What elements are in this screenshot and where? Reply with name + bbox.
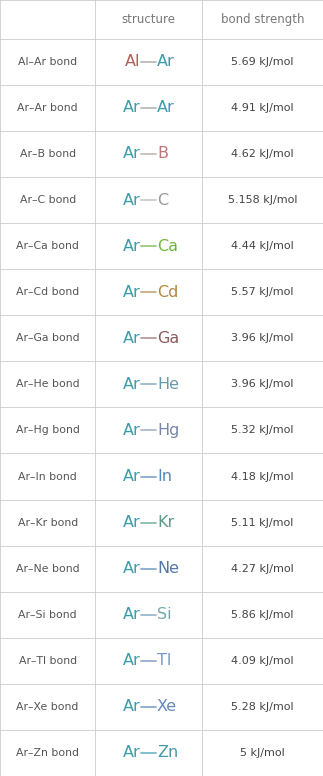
Text: Ar–Tl bond: Ar–Tl bond	[19, 656, 77, 666]
Text: 5.28 kJ/mol: 5.28 kJ/mol	[231, 702, 294, 712]
Text: Ar: Ar	[157, 100, 175, 116]
Text: Ar–C bond: Ar–C bond	[19, 195, 76, 205]
Text: Ar–Ga bond: Ar–Ga bond	[16, 333, 79, 343]
Text: 5.32 kJ/mol: 5.32 kJ/mol	[231, 425, 294, 435]
Text: Kr: Kr	[157, 515, 174, 530]
Text: Ar: Ar	[122, 469, 140, 484]
Text: Ar: Ar	[122, 608, 140, 622]
Text: Si: Si	[157, 608, 172, 622]
Text: Ar: Ar	[122, 192, 140, 207]
Text: 5.57 kJ/mol: 5.57 kJ/mol	[231, 287, 294, 297]
Text: 4.09 kJ/mol: 4.09 kJ/mol	[231, 656, 294, 666]
Text: 5.11 kJ/mol: 5.11 kJ/mol	[231, 518, 294, 528]
Text: Al–Ar bond: Al–Ar bond	[18, 57, 77, 67]
Text: C: C	[157, 192, 168, 207]
Text: 4.91 kJ/mol: 4.91 kJ/mol	[231, 103, 294, 113]
Text: 3.96 kJ/mol: 3.96 kJ/mol	[231, 333, 294, 343]
Text: Ar: Ar	[122, 331, 140, 346]
Text: Ar: Ar	[122, 653, 140, 668]
Text: Ar: Ar	[122, 285, 140, 300]
Text: He: He	[157, 377, 179, 392]
Text: In: In	[157, 469, 172, 484]
Text: Al: Al	[125, 54, 140, 69]
Text: Ar: Ar	[122, 239, 140, 254]
Text: Ar: Ar	[122, 377, 140, 392]
Text: 5.69 kJ/mol: 5.69 kJ/mol	[231, 57, 294, 67]
Text: Ar–Kr bond: Ar–Kr bond	[17, 518, 78, 528]
Text: Ar–Cd bond: Ar–Cd bond	[16, 287, 79, 297]
Text: Ar: Ar	[157, 54, 175, 69]
Text: Ne: Ne	[157, 561, 179, 576]
Text: 4.62 kJ/mol: 4.62 kJ/mol	[231, 149, 294, 159]
Text: Ar–Hg bond: Ar–Hg bond	[16, 425, 79, 435]
Text: Ar–He bond: Ar–He bond	[16, 379, 79, 390]
Text: Ar–Ar bond: Ar–Ar bond	[17, 103, 78, 113]
Text: Ar–Ca bond: Ar–Ca bond	[16, 241, 79, 251]
Text: bond strength: bond strength	[221, 13, 304, 26]
Text: Zn: Zn	[157, 746, 178, 760]
Text: 4.44 kJ/mol: 4.44 kJ/mol	[231, 241, 294, 251]
Text: Ar–Xe bond: Ar–Xe bond	[16, 702, 79, 712]
Text: Ca: Ca	[157, 239, 178, 254]
Text: Ar–Ne bond: Ar–Ne bond	[16, 563, 79, 573]
Text: 3.96 kJ/mol: 3.96 kJ/mol	[231, 379, 294, 390]
Text: Ar: Ar	[122, 699, 140, 715]
Text: 5.86 kJ/mol: 5.86 kJ/mol	[231, 610, 294, 620]
Text: Ga: Ga	[157, 331, 179, 346]
Text: 5 kJ/mol: 5 kJ/mol	[240, 748, 285, 758]
Text: Tl: Tl	[157, 653, 172, 668]
Text: Ar–B bond: Ar–B bond	[20, 149, 76, 159]
Text: Ar: Ar	[122, 147, 140, 161]
Text: Ar: Ar	[122, 746, 140, 760]
Text: Ar: Ar	[122, 561, 140, 576]
Text: Ar–In bond: Ar–In bond	[18, 472, 77, 482]
Text: Cd: Cd	[157, 285, 178, 300]
Text: 5.158 kJ/mol: 5.158 kJ/mol	[228, 195, 297, 205]
Text: Hg: Hg	[157, 423, 179, 438]
Text: 4.27 kJ/mol: 4.27 kJ/mol	[231, 563, 294, 573]
Text: Xe: Xe	[157, 699, 177, 715]
Text: Ar: Ar	[122, 423, 140, 438]
Text: structure: structure	[121, 13, 176, 26]
Text: Ar–Si bond: Ar–Si bond	[18, 610, 77, 620]
Text: Ar–Zn bond: Ar–Zn bond	[16, 748, 79, 758]
Text: Ar: Ar	[122, 100, 140, 116]
Text: B: B	[157, 147, 168, 161]
Text: Ar: Ar	[122, 515, 140, 530]
Text: 4.18 kJ/mol: 4.18 kJ/mol	[231, 472, 294, 482]
